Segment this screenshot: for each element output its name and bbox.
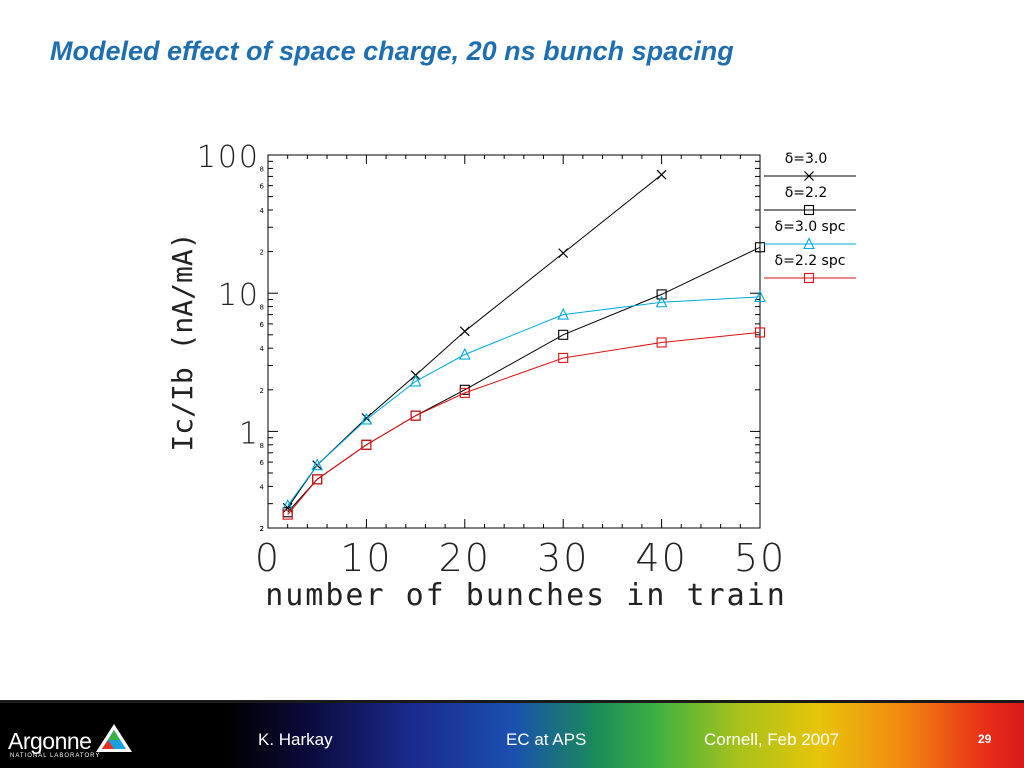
data-point <box>803 237 815 250</box>
y-axis-label: Ic/Ib (nA/mA) <box>166 232 199 451</box>
data-point <box>754 290 766 302</box>
y-minor-tick-label: 2 <box>260 387 264 395</box>
data-point <box>361 439 372 450</box>
x-axis-label: number of bunches in train <box>265 578 787 613</box>
y-minor-tick-label: 6 <box>260 183 265 191</box>
y-tick-label: 10 <box>218 278 260 313</box>
plot-frame <box>267 154 761 529</box>
series-line <box>287 296 761 506</box>
data-point <box>459 326 470 337</box>
legend-label: δ=3.0 <box>785 151 828 167</box>
footer-topic: EC at APS <box>506 730 587 749</box>
y-minor-tick-label: 2 <box>260 525 264 533</box>
slide-title: Modeled effect of space charge, 20 ns bu… <box>50 36 734 66</box>
data-point <box>360 412 373 425</box>
y-minor-tick-label: 6 <box>260 321 265 329</box>
data-point <box>409 374 422 387</box>
data-point <box>754 242 766 253</box>
data-point <box>558 352 569 364</box>
data-point <box>557 307 570 320</box>
data-point <box>458 347 471 360</box>
series-line <box>287 174 662 509</box>
data-point <box>311 458 324 471</box>
data-point <box>803 272 815 284</box>
data-point <box>656 169 667 180</box>
footer-bar <box>0 703 1024 768</box>
y-minor-tick-label: 6 <box>260 459 265 467</box>
series-line <box>287 331 761 515</box>
data-point <box>282 509 293 520</box>
data-point <box>754 327 766 338</box>
data-point <box>558 248 569 259</box>
y-tick-label: 1 <box>239 416 260 451</box>
footer-divider <box>0 700 1024 703</box>
data-point <box>655 295 668 308</box>
y-minor-tick-label: 8 <box>260 165 264 173</box>
logo-subtitle: NATIONAL LABORATORY <box>10 753 101 759</box>
data-point <box>804 171 814 181</box>
y-minor-tick-label: 4 <box>260 345 265 353</box>
data-point <box>656 289 667 300</box>
y-minor-tick-label: 2 <box>260 249 264 257</box>
data-point <box>803 204 815 216</box>
footer-venue: Cornell, Feb 2007 <box>704 730 840 749</box>
x-tick-label: 10 <box>340 536 392 580</box>
data-point <box>656 337 667 348</box>
y-minor-tick-label: 8 <box>260 442 264 450</box>
data-point <box>558 329 569 340</box>
page-number: 29 <box>978 732 992 746</box>
y-minor-tick-label: 2 <box>260 525 264 533</box>
y-tick-label: 100 <box>197 140 260 175</box>
x-tick-label: 30 <box>537 536 589 580</box>
y-minor-tick-label: 8 <box>260 304 264 312</box>
argonne-logo-icon <box>96 724 132 752</box>
legend-label: δ=2.2 spc <box>775 253 846 269</box>
legend-label: δ=3.0 spc <box>775 219 846 235</box>
footer-author: K. Harkay <box>258 730 333 749</box>
data-point <box>459 387 470 398</box>
logo-name: Argonne <box>8 728 92 754</box>
y-minor-tick-label: 4 <box>260 483 265 491</box>
series-line <box>287 246 761 513</box>
y-minor-tick-label: 4 <box>260 207 265 215</box>
legend-label: δ=2.2 <box>785 185 828 201</box>
x-tick-label: 50 <box>734 536 786 580</box>
x-tick-label: 20 <box>439 536 491 580</box>
x-tick-label: 0 <box>255 536 281 580</box>
data-point <box>312 474 323 485</box>
data-point <box>410 410 421 421</box>
x-tick-label: 40 <box>635 536 687 580</box>
